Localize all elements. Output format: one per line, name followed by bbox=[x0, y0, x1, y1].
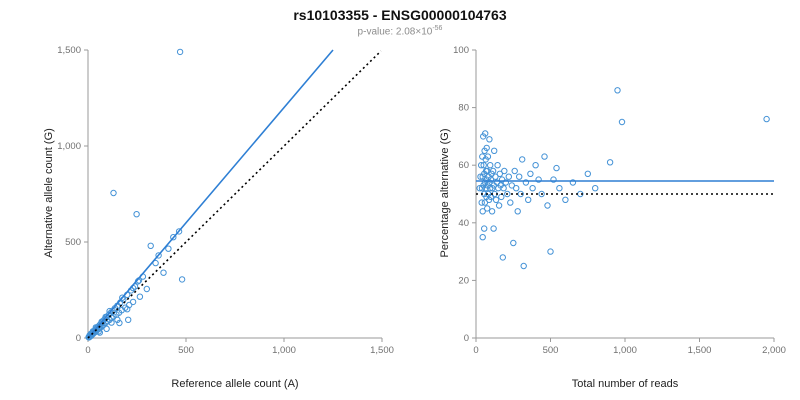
svg-text:0: 0 bbox=[76, 333, 81, 344]
page-title: rs10103355 - ENSG00000104763 bbox=[293, 7, 507, 23]
svg-text:100: 100 bbox=[453, 45, 469, 56]
scatter-percentage-reads: Percentage alternative (G) 0 500 1,000 1,50… bbox=[436, 42, 792, 390]
svg-text:500: 500 bbox=[178, 345, 194, 356]
left-x-axis-label: Reference allele count (A) bbox=[171, 378, 299, 390]
scatter-allele-counts-canvas: 0 500 1,000 1,500 0 500 1,000 1,500 bbox=[57, 45, 394, 356]
svg-text:60: 60 bbox=[458, 160, 469, 171]
left-y-axis-label: Alternative allele count (G) bbox=[43, 128, 55, 258]
svg-text:1,500: 1,500 bbox=[57, 45, 81, 56]
scatter-allele-counts: Alternative allele count (G) 0 500 1,000 1,… bbox=[36, 42, 396, 390]
svg-text:0: 0 bbox=[473, 345, 478, 356]
right-x-axis-label: Total number of reads bbox=[571, 378, 679, 390]
pvalue-subtitle: p-value: 2.08×10-56 bbox=[0, 25, 800, 37]
svg-text:2,000: 2,000 bbox=[762, 345, 786, 356]
scatter-percentage-reads-canvas: 0 500 1,000 1,500 2,000 0 20 40 60 80 100 bbox=[453, 45, 786, 356]
svg-text:1,500: 1,500 bbox=[370, 345, 394, 356]
svg-text:20: 20 bbox=[458, 275, 469, 286]
svg-text:500: 500 bbox=[65, 237, 81, 248]
svg-text:1,000: 1,000 bbox=[613, 345, 637, 356]
svg-text:0: 0 bbox=[464, 333, 469, 344]
svg-text:40: 40 bbox=[458, 218, 469, 229]
pvalue-exponent: -56 bbox=[432, 25, 443, 32]
svg-text:1,500: 1,500 bbox=[688, 345, 712, 356]
svg-text:80: 80 bbox=[458, 103, 469, 114]
svg-text:1,000: 1,000 bbox=[272, 345, 296, 356]
svg-text:0: 0 bbox=[85, 345, 90, 356]
svg-text:500: 500 bbox=[543, 345, 559, 356]
svg-text:1,000: 1,000 bbox=[57, 141, 81, 152]
pvalue-base: p-value: 2.08×10 bbox=[357, 26, 433, 38]
right-y-axis-label: Percentage alternative (G) bbox=[439, 128, 451, 258]
